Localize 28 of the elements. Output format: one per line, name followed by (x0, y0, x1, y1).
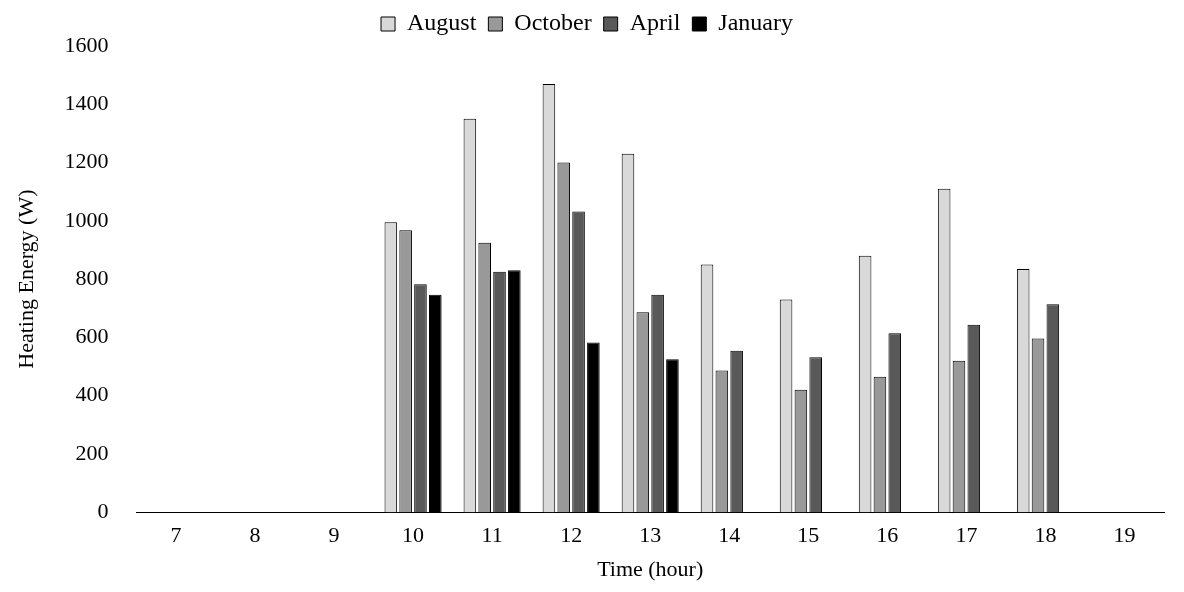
legend-label: August (407, 9, 477, 36)
x-axis-title: Time (hour) (597, 555, 704, 581)
x-tick-label: 8 (249, 522, 261, 548)
legend-label: October (514, 9, 592, 36)
x-tick-label: 14 (718, 522, 741, 548)
legend-label: January (718, 9, 793, 36)
x-tick-label: 18 (1034, 522, 1057, 548)
y-tick-label: 600 (75, 323, 109, 349)
y-tick-label: 1200 (64, 148, 109, 174)
x-tick-label: 7 (170, 522, 182, 548)
x-tick-label: 15 (797, 522, 820, 548)
x-tick-label: 16 (876, 522, 899, 548)
y-tick-label: 0 (97, 497, 109, 523)
y-axis-title: Heating Energy (W) (12, 189, 38, 369)
y-tick-label: 1600 (64, 31, 109, 57)
x-tick-label: 19 (1113, 522, 1136, 548)
y-tick-label: 800 (75, 264, 109, 290)
y-tick-label: 400 (75, 381, 109, 407)
x-tick-label: 13 (639, 522, 662, 548)
x-tick-label: 11 (481, 522, 503, 548)
x-tick-label: 12 (560, 522, 583, 548)
x-tick-label: 9 (328, 522, 340, 548)
y-tick-label: 200 (75, 439, 109, 465)
y-tick-label: 1400 (64, 90, 109, 116)
x-tick-label: 17 (955, 522, 978, 548)
legend-label: April (629, 9, 681, 36)
y-tick-label: 1000 (64, 206, 109, 232)
x-tick-label: 10 (402, 522, 425, 548)
